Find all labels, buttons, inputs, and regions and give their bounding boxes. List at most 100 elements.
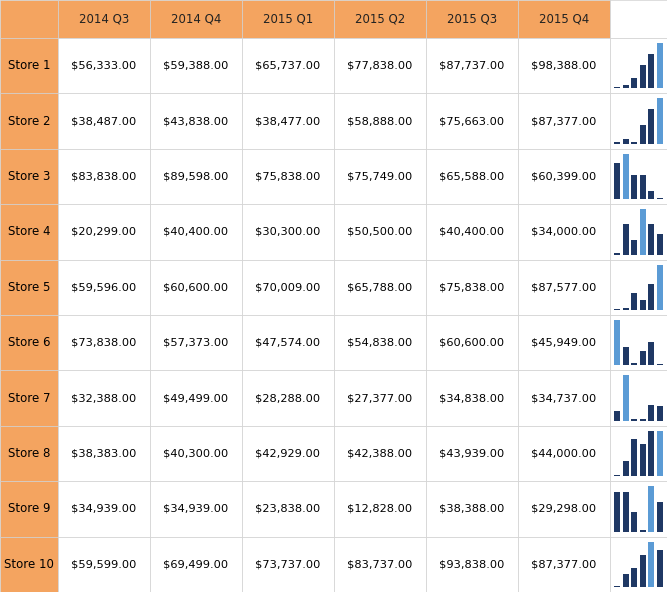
Bar	[610, 0, 667, 38]
Bar	[242, 426, 334, 481]
Bar	[614, 475, 620, 476]
Text: $54,838.00: $54,838.00	[348, 337, 413, 348]
Text: $59,599.00: $59,599.00	[71, 559, 137, 570]
Text: $87,737.00: $87,737.00	[440, 61, 505, 70]
Text: $12,828.00: $12,828.00	[348, 504, 413, 514]
Bar	[614, 320, 620, 365]
Text: $59,388.00: $59,388.00	[163, 61, 229, 70]
Bar	[657, 198, 663, 199]
Text: $42,388.00: $42,388.00	[348, 449, 413, 458]
Bar	[334, 260, 426, 315]
Bar	[648, 406, 654, 421]
Text: $34,000.00: $34,000.00	[532, 227, 596, 237]
Text: $58,888.00: $58,888.00	[348, 116, 413, 126]
Text: $50,500.00: $50,500.00	[348, 227, 413, 237]
Text: $83,838.00: $83,838.00	[71, 172, 137, 182]
Bar	[610, 536, 667, 592]
Bar	[518, 38, 610, 94]
Bar	[150, 0, 242, 38]
Text: $59,596.00: $59,596.00	[71, 282, 137, 292]
Text: $60,600.00: $60,600.00	[163, 282, 229, 292]
Text: $73,838.00: $73,838.00	[71, 337, 137, 348]
Text: 2015 Q4: 2015 Q4	[539, 12, 589, 25]
Text: Store 10: Store 10	[4, 558, 54, 571]
Bar	[0, 426, 58, 481]
Bar	[640, 209, 646, 255]
Text: $87,377.00: $87,377.00	[532, 116, 597, 126]
Bar	[242, 149, 334, 204]
Text: $57,373.00: $57,373.00	[163, 337, 229, 348]
Bar	[631, 293, 637, 310]
Bar	[150, 481, 242, 536]
Bar	[518, 0, 610, 38]
Text: $34,939.00: $34,939.00	[71, 504, 137, 514]
Bar	[631, 142, 637, 144]
Bar	[334, 94, 426, 149]
Bar	[648, 110, 654, 144]
Bar	[640, 65, 646, 88]
Text: Store 4: Store 4	[8, 226, 50, 239]
Bar	[631, 363, 637, 365]
Bar	[623, 308, 629, 310]
Bar	[518, 149, 610, 204]
Bar	[150, 260, 242, 315]
Bar	[242, 371, 334, 426]
Bar	[426, 481, 518, 536]
Text: $70,009.00: $70,009.00	[255, 282, 321, 292]
Bar	[334, 0, 426, 38]
Bar	[334, 38, 426, 94]
Text: Store 1: Store 1	[8, 59, 50, 72]
Text: $28,288.00: $28,288.00	[255, 393, 321, 403]
Text: $75,749.00: $75,749.00	[348, 172, 413, 182]
Bar	[631, 439, 637, 476]
Bar	[518, 481, 610, 536]
Bar	[518, 426, 610, 481]
Bar	[623, 493, 629, 532]
Bar	[623, 154, 629, 199]
Text: $60,600.00: $60,600.00	[440, 337, 504, 348]
Text: $40,400.00: $40,400.00	[163, 227, 229, 237]
Bar	[614, 308, 620, 310]
Bar	[631, 512, 637, 532]
Text: 2015 Q1: 2015 Q1	[263, 12, 313, 25]
Bar	[518, 536, 610, 592]
Bar	[426, 38, 518, 94]
Bar	[610, 204, 667, 260]
Bar	[623, 375, 629, 421]
Bar	[0, 315, 58, 371]
Text: $23,838.00: $23,838.00	[255, 504, 321, 514]
Text: $40,300.00: $40,300.00	[163, 449, 229, 458]
Bar	[0, 481, 58, 536]
Text: $75,838.00: $75,838.00	[255, 172, 321, 182]
Text: $73,737.00: $73,737.00	[255, 559, 321, 570]
Bar	[648, 542, 654, 587]
Text: $42,929.00: $42,929.00	[255, 449, 321, 458]
Bar	[614, 253, 620, 255]
Bar	[58, 94, 150, 149]
Text: $38,477.00: $38,477.00	[255, 116, 321, 126]
Bar	[242, 204, 334, 260]
Bar	[518, 371, 610, 426]
Bar	[623, 347, 629, 365]
Text: $29,298.00: $29,298.00	[532, 504, 596, 514]
Text: $65,737.00: $65,737.00	[255, 61, 321, 70]
Bar	[610, 426, 667, 481]
Text: $27,377.00: $27,377.00	[348, 393, 413, 403]
Bar	[426, 536, 518, 592]
Text: $89,598.00: $89,598.00	[163, 172, 229, 182]
Bar	[150, 204, 242, 260]
Bar	[426, 149, 518, 204]
Text: $43,838.00: $43,838.00	[163, 116, 229, 126]
Bar	[610, 481, 667, 536]
Bar	[610, 260, 667, 315]
Bar	[640, 300, 646, 310]
Bar	[623, 85, 629, 88]
Bar	[58, 38, 150, 94]
Bar	[242, 0, 334, 38]
Text: $43,939.00: $43,939.00	[440, 449, 505, 458]
Bar	[518, 94, 610, 149]
Text: 2014 Q4: 2014 Q4	[171, 12, 221, 25]
Text: $38,487.00: $38,487.00	[71, 116, 137, 126]
Text: $47,574.00: $47,574.00	[255, 337, 321, 348]
Bar	[58, 426, 150, 481]
